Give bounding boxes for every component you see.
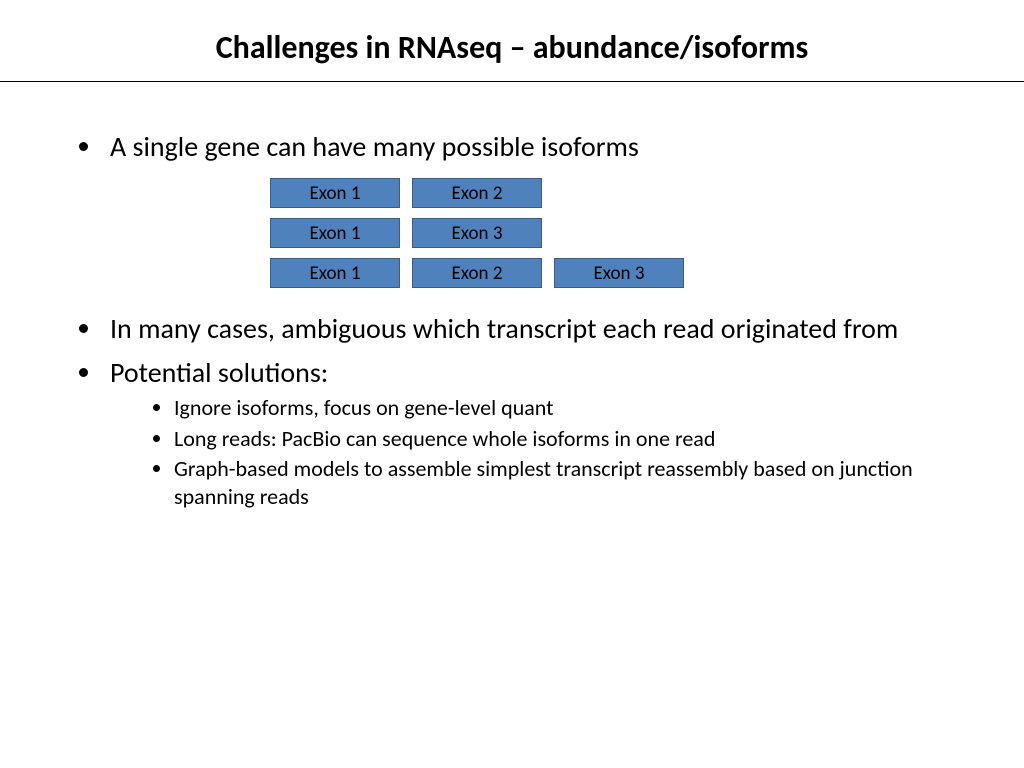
slide-content: A single gene can have many possible iso… [40, 82, 984, 511]
exon-box: Exon 1 [270, 258, 400, 288]
isoform-row: Exon 1 Exon 3 [270, 218, 984, 248]
exon-box: Exon 2 [412, 258, 542, 288]
exon-box: Exon 3 [554, 258, 684, 288]
bullet-3-text: Potential solutions: [110, 355, 328, 390]
slide-title: Challenges in RNAseq – abundance/isoform… [40, 28, 984, 81]
exon-box: Exon 1 [270, 178, 400, 208]
isoform-row: Exon 1 Exon 2 [270, 178, 984, 208]
exon-box: Exon 3 [412, 218, 542, 248]
sub-bullet-1: Ignore isoforms, focus on gene-level qua… [174, 394, 984, 422]
isoform-row: Exon 1 Exon 2 Exon 3 [270, 258, 984, 288]
slide: Challenges in RNAseq – abundance/isoform… [0, 0, 1024, 768]
sub-bullet-3: Graph-based models to assemble simplest … [174, 455, 984, 511]
sub-bullet-list: Ignore isoforms, focus on gene-level qua… [110, 394, 984, 511]
sub-bullet-2: Long reads: PacBio can sequence whole is… [174, 425, 984, 453]
bullet-1: A single gene can have many possible iso… [104, 130, 984, 164]
bullet-list: A single gene can have many possible iso… [40, 130, 984, 164]
bullet-list: In many cases, ambiguous which transcrip… [40, 312, 984, 511]
exon-box: Exon 2 [412, 178, 542, 208]
exon-box: Exon 1 [270, 218, 400, 248]
isoform-diagram: Exon 1 Exon 2 Exon 1 Exon 3 Exon 1 Exon … [270, 178, 984, 288]
bullet-2: In many cases, ambiguous which transcrip… [104, 312, 984, 346]
bullet-3: Potential solutions: Ignore isoforms, fo… [104, 356, 984, 511]
